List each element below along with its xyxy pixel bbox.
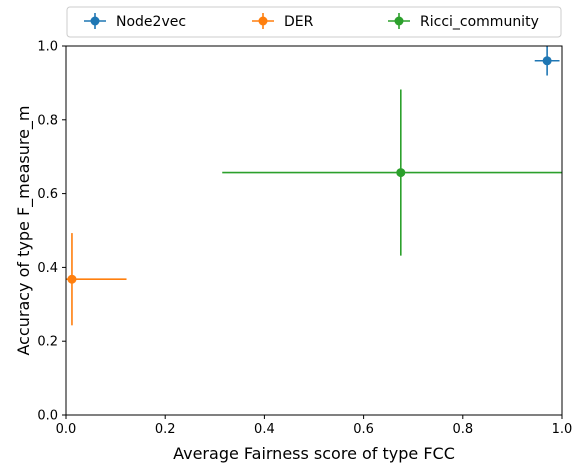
legend-item: Node2vec (84, 13, 186, 30)
y-tick-label: 0.2 (37, 335, 58, 350)
x-axis-label: Average Fairness score of type FCC (173, 444, 455, 463)
y-tick-label: 0.0 (37, 409, 58, 424)
legend-marker-dot (258, 16, 268, 26)
legend-marker-dot (394, 16, 404, 26)
legend-frame (66, 6, 562, 38)
data-point (396, 168, 406, 178)
x-tick-label: 0.6 (353, 422, 374, 437)
y-tick-label: 0.4 (37, 261, 58, 276)
plot-area (66, 46, 562, 415)
series-der (66, 233, 127, 326)
legend-marker-dot (90, 16, 100, 26)
legend: Node2vec DER Ricci_community (66, 6, 562, 38)
y-axis-label: Accuracy of type F_measure_m (14, 105, 34, 355)
x-tick-label: 0.8 (452, 422, 473, 437)
x-tick-label: 0.2 (155, 422, 176, 437)
legend-item: Ricci_community (388, 13, 539, 30)
x-axis-ticks: 0.0 0.2 0.4 0.6 0.8 1.0 (56, 415, 573, 437)
legend-label: Ricci_community (420, 14, 539, 30)
legend-item: DER (252, 13, 314, 30)
legend-label: DER (284, 14, 314, 30)
y-axis-ticks: 0.0 0.2 0.4 0.6 0.8 1.0 (37, 40, 66, 424)
series-ricci_community (222, 89, 562, 256)
x-tick-label: 0.0 (56, 422, 77, 437)
data-point (542, 56, 552, 66)
plot-frame (65, 45, 563, 416)
y-tick-label: 0.8 (37, 113, 58, 128)
series-node2vec (534, 46, 560, 76)
x-tick-label: 1.0 (552, 422, 573, 437)
data-markers (66, 46, 562, 326)
legend-label: Node2vec (116, 14, 186, 30)
data-point (67, 274, 77, 284)
y-tick-label: 0.6 (37, 187, 58, 202)
y-tick-label: 1.0 (37, 40, 58, 55)
x-tick-label: 0.4 (254, 422, 275, 437)
